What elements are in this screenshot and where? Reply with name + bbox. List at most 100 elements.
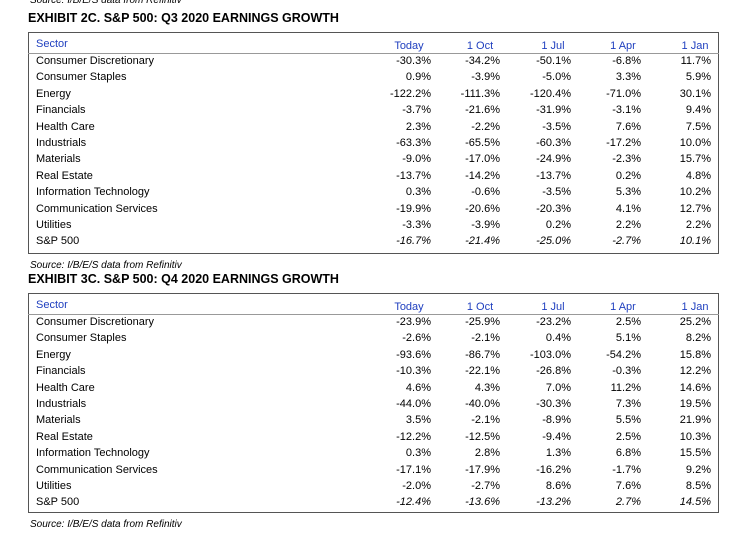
cell-value: -3.1% xyxy=(612,104,641,117)
cell-value: -86.7% xyxy=(465,348,500,361)
cell-value: -120.4% xyxy=(530,87,571,100)
cell-value: 7.6% xyxy=(615,120,641,133)
cell-value: 2.5% xyxy=(615,316,641,328)
column-header: 1 Apr xyxy=(610,40,636,52)
cell-value: 9.2% xyxy=(685,463,711,476)
cell-value: 5.3% xyxy=(615,186,641,199)
sector-name: S&P 500 xyxy=(36,496,80,509)
cell-value: 5.9% xyxy=(685,71,711,84)
cell-value: 14.5% xyxy=(679,496,711,509)
cell-value: 12.7% xyxy=(679,202,711,215)
cell-value: -13.6% xyxy=(465,496,500,509)
cell-value: -10.3% xyxy=(396,365,431,378)
sector-name: Communication Services xyxy=(36,463,158,476)
cell-value: 0.2% xyxy=(615,169,641,182)
sector-name: Health Care xyxy=(36,381,95,394)
sector-name: Utilities xyxy=(36,480,72,492)
cell-value: 30.1% xyxy=(679,87,711,100)
cell-value: 5.1% xyxy=(615,332,641,345)
sector-name: Real Estate xyxy=(36,169,93,182)
source-note: Source: I/B/E/S data from Refinitiv xyxy=(30,260,182,271)
header-rule xyxy=(28,314,719,315)
header-rule xyxy=(28,53,719,54)
cell-value: -16.2% xyxy=(536,463,571,476)
cell-value: -16.7% xyxy=(396,235,431,248)
cell-value: -40.0% xyxy=(465,398,500,410)
cell-value: -20.3% xyxy=(536,202,571,215)
cell-value: 2.2% xyxy=(685,219,711,231)
cell-value: 0.3% xyxy=(405,447,431,460)
sector-name: S&P 500 xyxy=(36,235,80,248)
cell-value: 0.2% xyxy=(545,219,571,231)
cell-value: -2.7% xyxy=(471,480,500,492)
cell-value: -122.2% xyxy=(390,87,431,100)
column-header: 1 Oct xyxy=(466,301,494,313)
cell-value: -103.0% xyxy=(530,348,571,361)
cell-value: 15.8% xyxy=(679,348,711,361)
cell-value: -24.9% xyxy=(536,153,571,166)
cell-value: 9.4% xyxy=(685,104,711,117)
cell-value: -3.9% xyxy=(471,219,500,231)
cell-value: -3.3% xyxy=(402,219,431,231)
column-header: 1 Apr xyxy=(610,301,636,313)
sector-name: Utilities xyxy=(36,219,72,231)
cell-value: 0.3% xyxy=(405,186,431,199)
table-border xyxy=(28,293,719,513)
column-header: Today xyxy=(394,40,424,52)
sector-name: Communication Services xyxy=(36,202,158,215)
sector-name: Industrials xyxy=(36,398,87,410)
cell-value: -71.0% xyxy=(606,87,641,100)
cell-value: 8.2% xyxy=(685,332,711,345)
cell-value: 2.8% xyxy=(474,447,500,460)
sector-name: Energy xyxy=(36,348,71,361)
cell-value: -1.7% xyxy=(612,463,641,476)
cell-value: -65.5% xyxy=(465,137,500,149)
sector-name: Consumer Staples xyxy=(36,71,127,84)
cell-value: 2.5% xyxy=(615,430,641,443)
cell-value: 1.3% xyxy=(545,447,571,460)
cell-value: -54.2% xyxy=(606,348,641,361)
cell-value: 10.0% xyxy=(679,137,711,149)
cell-value: 8.5% xyxy=(685,480,711,492)
sector-name: Health Care xyxy=(36,120,95,133)
cell-value: 10.1% xyxy=(679,235,711,248)
cell-value: 3.5% xyxy=(405,414,431,427)
cell-value: -14.2% xyxy=(465,169,500,182)
cell-value: 11.2% xyxy=(610,381,641,394)
cell-value: -2.7% xyxy=(612,235,641,248)
cell-value: -17.0% xyxy=(465,153,500,166)
cell-value: 8.6% xyxy=(545,480,571,492)
cell-value: -26.8% xyxy=(536,365,571,378)
cell-value: 5.5% xyxy=(615,414,641,427)
cell-value: 11.7% xyxy=(680,55,711,67)
cell-value: -2.6% xyxy=(402,332,431,345)
cell-value: 0.9% xyxy=(405,71,431,84)
cell-value: -25.9% xyxy=(465,316,500,328)
sector-name: Consumer Discretionary xyxy=(36,55,154,67)
cell-value: -44.0% xyxy=(396,398,431,410)
column-header: 1 Jan xyxy=(681,40,709,52)
column-header: 1 Jul xyxy=(541,40,565,52)
cell-value: -30.3% xyxy=(396,55,431,67)
cell-value: -17.9% xyxy=(465,463,500,476)
cell-value: 25.2% xyxy=(679,316,711,328)
cell-value: -12.4% xyxy=(396,496,431,509)
cell-value: 4.3% xyxy=(474,381,500,394)
sector-name: Information Technology xyxy=(36,186,150,199)
cell-value: 15.7% xyxy=(679,153,711,166)
cell-value: -17.2% xyxy=(606,137,641,149)
cell-value: -3.5% xyxy=(542,186,571,199)
cell-value: 0.4% xyxy=(545,332,571,345)
cell-value: -21.4% xyxy=(465,235,500,248)
cell-value: -2.3% xyxy=(612,153,641,166)
cell-value: -23.2% xyxy=(536,316,571,328)
cell-value: 12.2% xyxy=(679,365,711,378)
cell-value: 4.1% xyxy=(615,202,641,215)
cell-value: -3.7% xyxy=(402,104,431,117)
sector-name: Consumer Staples xyxy=(36,332,127,345)
cell-value: -6.8% xyxy=(612,55,641,67)
cell-value: -60.3% xyxy=(536,137,571,149)
cell-value: -13.7% xyxy=(396,169,431,182)
sector-name: Consumer Discretionary xyxy=(36,316,154,328)
cell-value: -25.0% xyxy=(536,235,571,248)
